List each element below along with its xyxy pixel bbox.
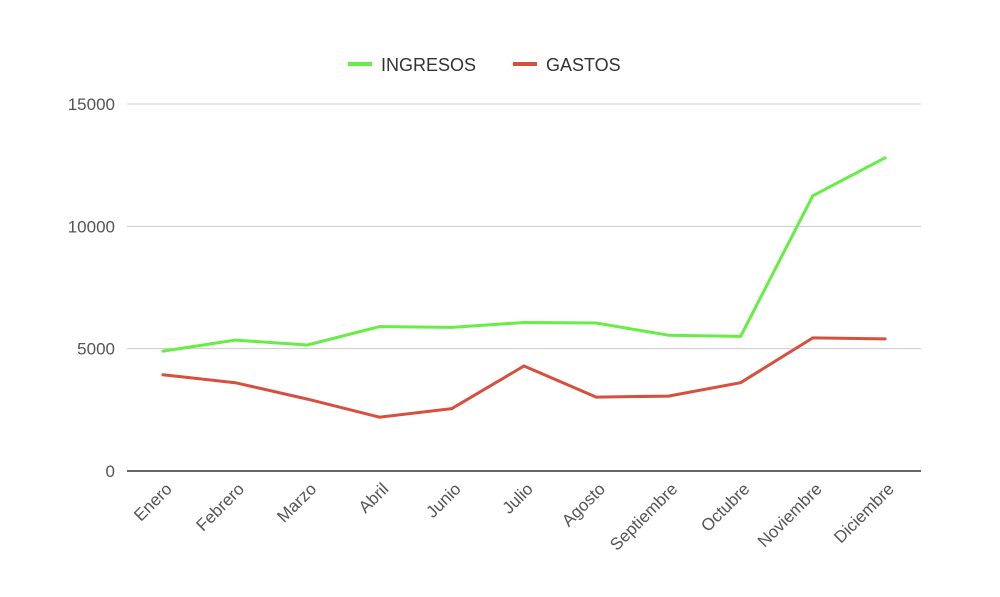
data-point-ingresos [666, 333, 670, 337]
x-tick-label: Diciembre [830, 479, 898, 547]
x-tick-label: Julio [499, 479, 537, 517]
data-point-gastos [450, 407, 454, 411]
x-tick-label: Noviembre [754, 479, 826, 551]
data-point-ingresos [161, 349, 165, 353]
series-line-gastos [161, 336, 887, 419]
data-point-ingresos [305, 343, 309, 347]
x-tick-label: Junio [422, 479, 464, 521]
data-point-ingresos [883, 156, 887, 160]
x-tick-label: Octubre [697, 479, 753, 535]
data-point-ingresos [739, 334, 743, 338]
data-point-gastos [883, 337, 887, 341]
data-point-ingresos [233, 338, 237, 342]
data-point-ingresos [450, 325, 454, 329]
data-point-gastos [378, 415, 382, 419]
legend-item-gastos: GASTOS [513, 55, 621, 75]
data-point-gastos [811, 336, 815, 340]
y-tick-label: 0 [106, 462, 115, 481]
data-point-gastos [594, 395, 598, 399]
x-axis-tick-labels: Enero Febrero Marzo Abril Junio Julio AgostoSe… [130, 479, 898, 554]
data-point-ingresos [378, 325, 382, 329]
data-point-ingresos [522, 320, 526, 324]
y-axis-tick-labels: 0 5000 10000 15000 [68, 95, 115, 481]
data-point-gastos [305, 397, 309, 401]
data-point-gastos [161, 373, 165, 377]
data-point-gastos [233, 381, 237, 385]
y-tick-label: 5000 [77, 340, 115, 359]
data-point-gastos [522, 364, 526, 368]
legend-label: INGRESOS [381, 55, 476, 75]
x-tick-label: Enero [130, 479, 176, 525]
legend-item-ingresos: INGRESOS [348, 55, 476, 75]
data-point-gastos [666, 394, 670, 398]
legend: INGRESOS GASTOS [348, 55, 621, 75]
data-point-ingresos [811, 194, 815, 198]
legend-label: GASTOS [546, 55, 621, 75]
data-point-gastos [739, 381, 743, 385]
y-tick-label: 10000 [68, 217, 115, 236]
data-point-ingresos [594, 321, 598, 325]
x-tick-label: Febrero [192, 479, 248, 535]
x-tick-label: Septiembre [606, 479, 681, 554]
x-tick-label: Abril [355, 479, 392, 516]
gridlines [127, 103, 921, 472]
x-tick-label: Marzo [273, 479, 320, 526]
x-tick-label: Agosto [558, 479, 609, 530]
y-tick-label: 15000 [68, 95, 115, 114]
series-lines [161, 156, 887, 419]
